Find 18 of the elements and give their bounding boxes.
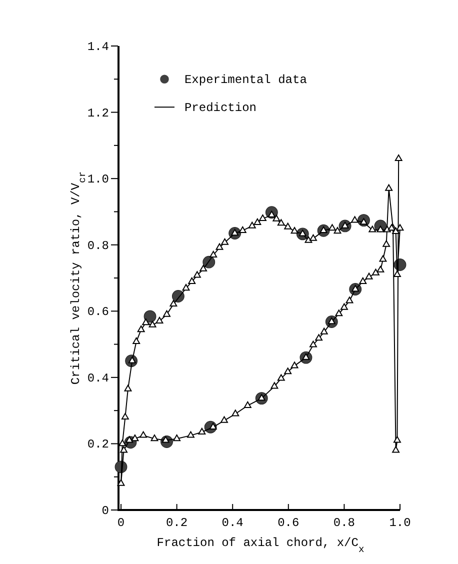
x-tick-label: 0.6	[278, 516, 300, 530]
y-tick-label: 0.2	[87, 438, 109, 452]
point	[144, 310, 156, 323]
x-axis-title: Fraction of axial chord, x/C$_{x}$	[156, 536, 364, 554]
x-tick-label: 1.0	[389, 516, 411, 530]
y-tick-label: 1.0	[87, 172, 109, 187]
legend-label: Prediction	[184, 101, 256, 116]
y-tick-label: 0.6	[87, 305, 109, 320]
y-tick-label: 1.2	[87, 106, 109, 120]
y-tick-label: 0.8	[87, 238, 109, 253]
x-tick-label: 0.2	[166, 516, 188, 530]
y-tick-label: 0.4	[87, 371, 109, 386]
x-tick-label: 0.4	[222, 516, 244, 530]
y-tick-label: 0	[102, 504, 109, 518]
y-tick-label: 1.4	[87, 40, 109, 54]
legend-label: Experimental data	[184, 73, 307, 88]
x-tick-label: 0	[117, 516, 125, 530]
x-tick-label: 0.8	[333, 516, 356, 530]
